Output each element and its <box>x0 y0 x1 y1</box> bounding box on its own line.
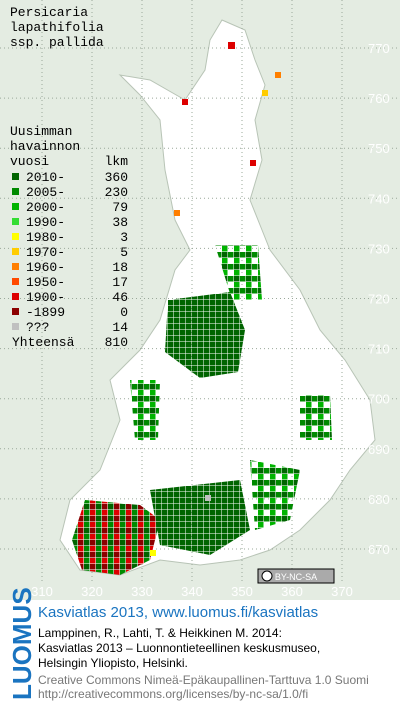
legend-label: 1960- <box>26 260 65 275</box>
legend-count: 360 <box>105 170 128 185</box>
northing-label: 690 <box>368 442 390 457</box>
legend-count: 5 <box>120 245 128 260</box>
license-badge: BY-NC-SA <box>257 568 335 584</box>
legend-heading: vuosi <box>10 154 49 169</box>
legend-label: -1899 <box>26 305 65 320</box>
legend-swatch <box>12 278 19 285</box>
legend-label: ??? <box>26 320 49 335</box>
occurrence-squares <box>72 42 332 575</box>
legend-label: 1990- <box>26 215 65 230</box>
legend-swatch <box>12 263 19 270</box>
total-label: Yhteensä <box>12 335 75 350</box>
easting-label: 330 <box>131 584 153 599</box>
legend-count: 38 <box>112 215 128 230</box>
legend-heading: havainnon <box>10 139 80 154</box>
legend-swatch <box>12 173 19 180</box>
legend-label: 1900- <box>26 290 65 305</box>
legend-count: 3 <box>120 230 128 245</box>
logo: LUOMUS <box>7 587 37 700</box>
northing-label: 710 <box>368 342 390 357</box>
badge-text: BY-NC-SA <box>275 572 317 582</box>
legend-swatch <box>12 323 19 330</box>
legend-swatch <box>12 188 19 195</box>
northing-label: 720 <box>368 292 390 307</box>
footer-heading: Kasviatlas 2013, www.luomus.fi/kasviatla… <box>38 604 318 621</box>
legend-label: 1950- <box>26 275 65 290</box>
legend-swatch <box>12 248 19 255</box>
legend-swatch <box>12 203 19 210</box>
citation: Lamppinen, R., Lahti, T. & Heikkinen M. … <box>38 626 282 640</box>
northing-label: 740 <box>368 191 390 206</box>
legend-label: 1980- <box>26 230 65 245</box>
northing-label: 670 <box>368 542 390 557</box>
legend-count: 17 <box>112 275 128 290</box>
license: Creative Commons Nimeä-Epäkaupallinen-Ta… <box>38 673 369 687</box>
citation: Kasviatlas 2013 – Luonnontieteellinen ke… <box>38 641 320 655</box>
legend-label: 2000- <box>26 200 65 215</box>
title: ssp. pallida <box>10 35 104 50</box>
easting-label: 370 <box>331 584 353 599</box>
title: lapathifolia <box>10 20 104 35</box>
legend-label: 2005- <box>26 185 65 200</box>
northing-label: 770 <box>368 41 390 56</box>
easting-label: 340 <box>181 584 203 599</box>
total-count: 810 <box>105 335 128 350</box>
legend-count: 14 <box>112 320 128 335</box>
legend-count-heading: lkm <box>105 154 129 169</box>
citation: Helsingin Yliopisto, Helsinki. <box>38 656 188 670</box>
northing-label: 760 <box>368 91 390 106</box>
northing-label: 680 <box>368 492 390 507</box>
easting-label: 310 <box>31 584 53 599</box>
easting-label: 320 <box>81 584 103 599</box>
title: Persicaria <box>10 5 88 20</box>
legend-heading: Uusimman <box>10 124 72 139</box>
northing-label: 730 <box>368 241 390 256</box>
legend-swatch <box>12 308 19 315</box>
legend-swatch <box>12 233 19 240</box>
legend-count: 79 <box>112 200 128 215</box>
legend-swatch <box>12 293 19 300</box>
legend-count: 230 <box>105 185 128 200</box>
northing-label: 700 <box>368 392 390 407</box>
easting-label: 360 <box>281 584 303 599</box>
legend-swatch <box>12 218 19 225</box>
legend-count: 0 <box>120 305 128 320</box>
northing-label: 750 <box>368 141 390 156</box>
legend: Persicaria lapathifolia ssp. pallida Uus… <box>10 5 128 350</box>
legend-label: 1970- <box>26 245 65 260</box>
legend-label: 2010- <box>26 170 65 185</box>
legend-count: 46 <box>112 290 128 305</box>
legend-count: 18 <box>112 260 128 275</box>
license: http://creativecommons.org/licenses/by-n… <box>38 687 308 701</box>
easting-label: 350 <box>231 584 253 599</box>
